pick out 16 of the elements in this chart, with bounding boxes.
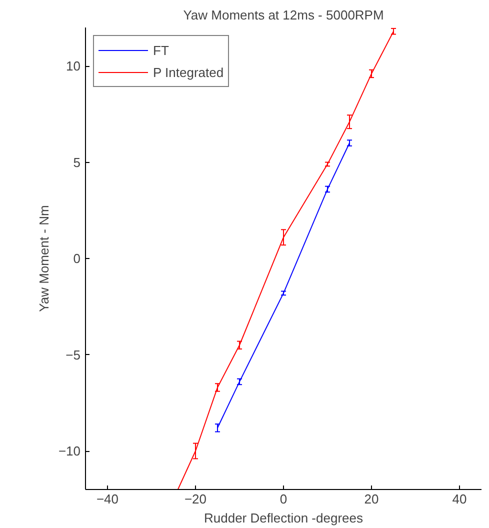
y-axis-title: Yaw Moment - Nm — [36, 205, 52, 312]
x-tick-label: 20 — [364, 492, 379, 506]
x-tick-label: −20 — [184, 492, 207, 506]
y-tick-label: −5 — [66, 347, 81, 362]
x-tick-label: 40 — [452, 492, 467, 506]
x-tick-label: 0 — [280, 492, 288, 506]
y-tick-label: 0 — [73, 251, 81, 266]
chart-title: Yaw Moments at 12ms - 5000RPM — [183, 8, 384, 22]
y-tick-label: 5 — [73, 154, 81, 170]
y-tick-label: 10 — [66, 58, 81, 74]
legend-label: P Integrated — [153, 64, 224, 80]
x-tick-label: −40 — [96, 492, 119, 506]
line-series — [217, 142, 350, 428]
x-axis-title: Rudder Deflection -degrees — [204, 510, 364, 526]
legend-label: FT — [153, 42, 170, 58]
y-tick-label: −10 — [58, 444, 81, 458]
